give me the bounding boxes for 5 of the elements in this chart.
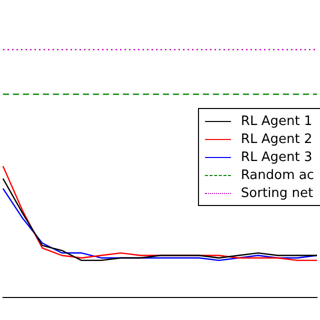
legend-label: Sorting net <box>240 186 314 200</box>
legend-label: RL Agent 2 <box>240 132 312 146</box>
legend-label: RL Agent 1 <box>240 114 312 128</box>
legend-label: RL Agent 3 <box>240 150 312 164</box>
legend-label: Random ac <box>240 168 314 182</box>
